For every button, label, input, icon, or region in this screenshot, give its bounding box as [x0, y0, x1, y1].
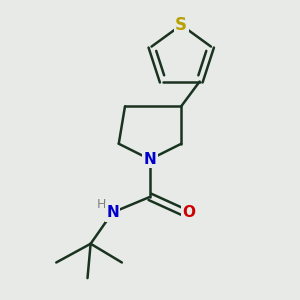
- Text: S: S: [175, 16, 187, 34]
- Text: N: N: [144, 152, 156, 167]
- Text: N: N: [106, 205, 119, 220]
- Text: O: O: [183, 205, 196, 220]
- Text: H: H: [97, 198, 106, 211]
